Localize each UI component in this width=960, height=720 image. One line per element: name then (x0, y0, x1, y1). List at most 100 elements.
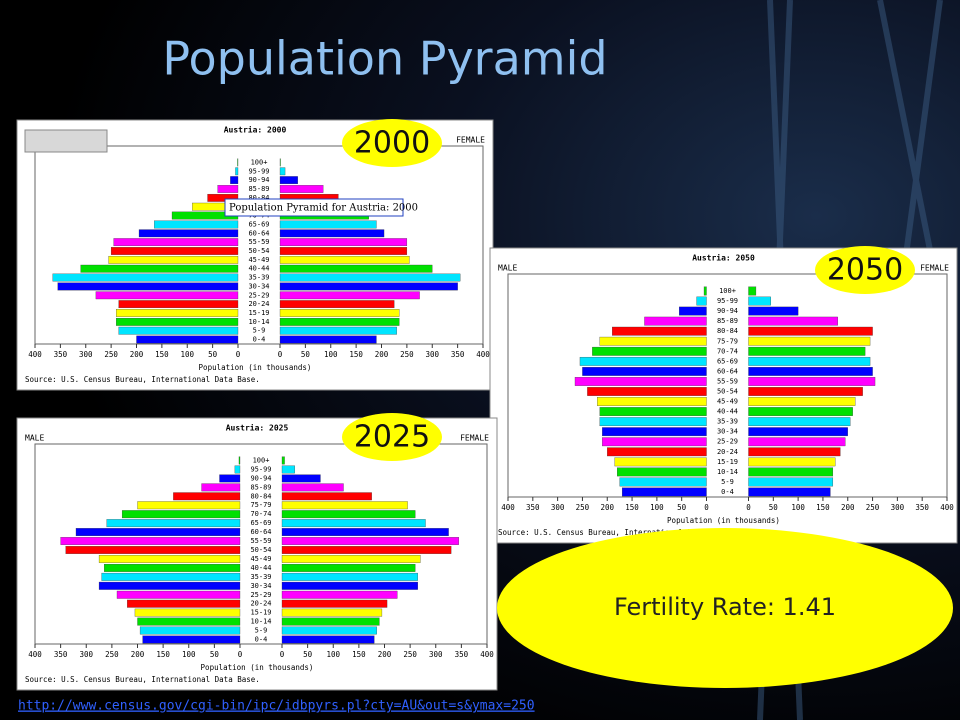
age-label: 20-24 (248, 300, 269, 308)
bar-male (238, 456, 241, 465)
bar-male (57, 282, 239, 291)
bar-male (201, 483, 241, 492)
x-tick-label: 250 (400, 350, 414, 359)
chart-panel (489, 247, 958, 544)
legend-male: MALE (25, 434, 44, 443)
year-badge-label: 2000 (354, 126, 430, 161)
age-label: 55-59 (248, 238, 269, 246)
bar-female (279, 335, 377, 344)
bar-female (748, 367, 873, 376)
bar-female (748, 467, 834, 477)
x-tick-label: 200 (378, 650, 392, 659)
bar-male (582, 367, 707, 376)
age-label: 35-39 (717, 418, 738, 426)
x-tick-label: 400 (476, 350, 490, 359)
bar-male (219, 474, 241, 483)
bar-female (748, 346, 866, 356)
x-tick-label: 350 (526, 503, 540, 512)
x-tick-label: 250 (403, 650, 417, 659)
age-label: 60-64 (717, 367, 738, 375)
bar-male (127, 599, 241, 608)
year-badge-label: 2025 (354, 420, 430, 455)
x-tick-label: 100 (791, 503, 805, 512)
bar-female (281, 626, 377, 635)
bar-male (703, 286, 707, 296)
age-label: 90-94 (250, 474, 271, 482)
x-tick-label: 350 (915, 503, 929, 512)
chart: Austria: 2050 MALE FEMALE 0-4 5-9 10-14 15-19 2… (489, 247, 958, 544)
age-label: 35-39 (250, 573, 271, 581)
bar-female (748, 417, 851, 427)
age-label: 80-84 (250, 492, 271, 500)
x-axis-label: Population (in thousands) (667, 516, 780, 525)
x-tick-label: 100 (182, 650, 196, 659)
bar-male (602, 437, 707, 447)
age-label: 90-94 (248, 176, 269, 184)
age-label: 80-84 (248, 194, 269, 202)
bar-female (279, 291, 420, 300)
x-axis-label: Population (in thousands) (201, 663, 314, 672)
x-axis-label: Population (in thousands) (199, 363, 312, 372)
bar-female (748, 326, 873, 336)
bar-male (116, 309, 239, 317)
source: Source: U.S. Census Bureau, Internationa… (25, 375, 260, 384)
bar-male (602, 427, 707, 437)
age-label: 30-34 (717, 428, 738, 436)
bar-female (748, 487, 831, 497)
age-label: 65-69 (250, 519, 271, 527)
x-tick-label: 200 (130, 350, 144, 359)
age-label: 85-89 (717, 317, 738, 325)
bar-male (599, 336, 707, 346)
bar-male (138, 229, 239, 238)
bar-female (748, 397, 856, 406)
x-tick-label: 0 (280, 650, 285, 659)
bar-female (279, 264, 433, 273)
x-tick-label: 300 (429, 650, 443, 659)
age-label: 85-89 (248, 185, 269, 193)
year-badge (815, 246, 915, 294)
x-tick-label: 400 (501, 503, 515, 512)
bar-male (104, 563, 241, 572)
bar-male (230, 176, 239, 185)
x-tick-label: 200 (600, 503, 614, 512)
url-link[interactable]: http://www.census.gov/cgi-bin/ipc/idbpyr… (18, 699, 535, 714)
age-label: 15-19 (717, 458, 738, 466)
x-tick-label: 100 (324, 350, 338, 359)
x-tick-label: 50 (208, 350, 218, 359)
chart-title: Austria: 2025 (226, 423, 289, 433)
bar-male (137, 617, 241, 626)
bar-female (281, 510, 416, 519)
bar-female (281, 581, 418, 590)
age-label: 55-59 (717, 377, 738, 385)
x-tick-label: 50 (210, 650, 220, 659)
x-tick-label: 200 (375, 350, 389, 359)
x-tick-label: 200 (131, 650, 145, 659)
bar-male (597, 397, 707, 406)
bar-female (281, 635, 375, 644)
x-tick-label: 100 (650, 503, 664, 512)
age-label: 25-29 (250, 591, 271, 599)
bar-male (108, 255, 239, 264)
x-tick-label: 50 (303, 650, 313, 659)
age-label: 10-14 (248, 318, 269, 326)
x-tick-label: 350 (455, 650, 469, 659)
tooltip-box (224, 198, 404, 217)
chart-panel (16, 417, 498, 691)
bar-female (748, 377, 876, 386)
x-tick-label: 0 (278, 350, 283, 359)
bar-female (281, 555, 421, 563)
legend-female: FEMALE (920, 264, 949, 273)
bar-female (748, 447, 841, 457)
bar-female (281, 608, 383, 617)
age-label: 60-64 (250, 528, 271, 536)
x-tick-label: 300 (79, 650, 93, 659)
bar-male (121, 510, 241, 519)
bar-female (748, 457, 836, 467)
bar-male (139, 626, 241, 635)
bar-male (644, 316, 707, 326)
age-label: 75-79 (250, 501, 271, 509)
x-tick-label: 100 (180, 350, 194, 359)
bar-male (696, 296, 707, 306)
